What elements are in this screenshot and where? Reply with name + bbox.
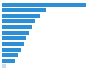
Bar [2,31,29,35]
Bar [2,19,35,24]
Bar [2,42,24,46]
Bar [2,59,16,63]
Bar [2,8,46,12]
Bar [2,64,6,68]
Bar [2,36,27,40]
Bar [2,25,32,29]
Bar [2,53,18,57]
Bar [2,47,21,52]
Bar [2,14,40,18]
Bar [2,3,86,7]
